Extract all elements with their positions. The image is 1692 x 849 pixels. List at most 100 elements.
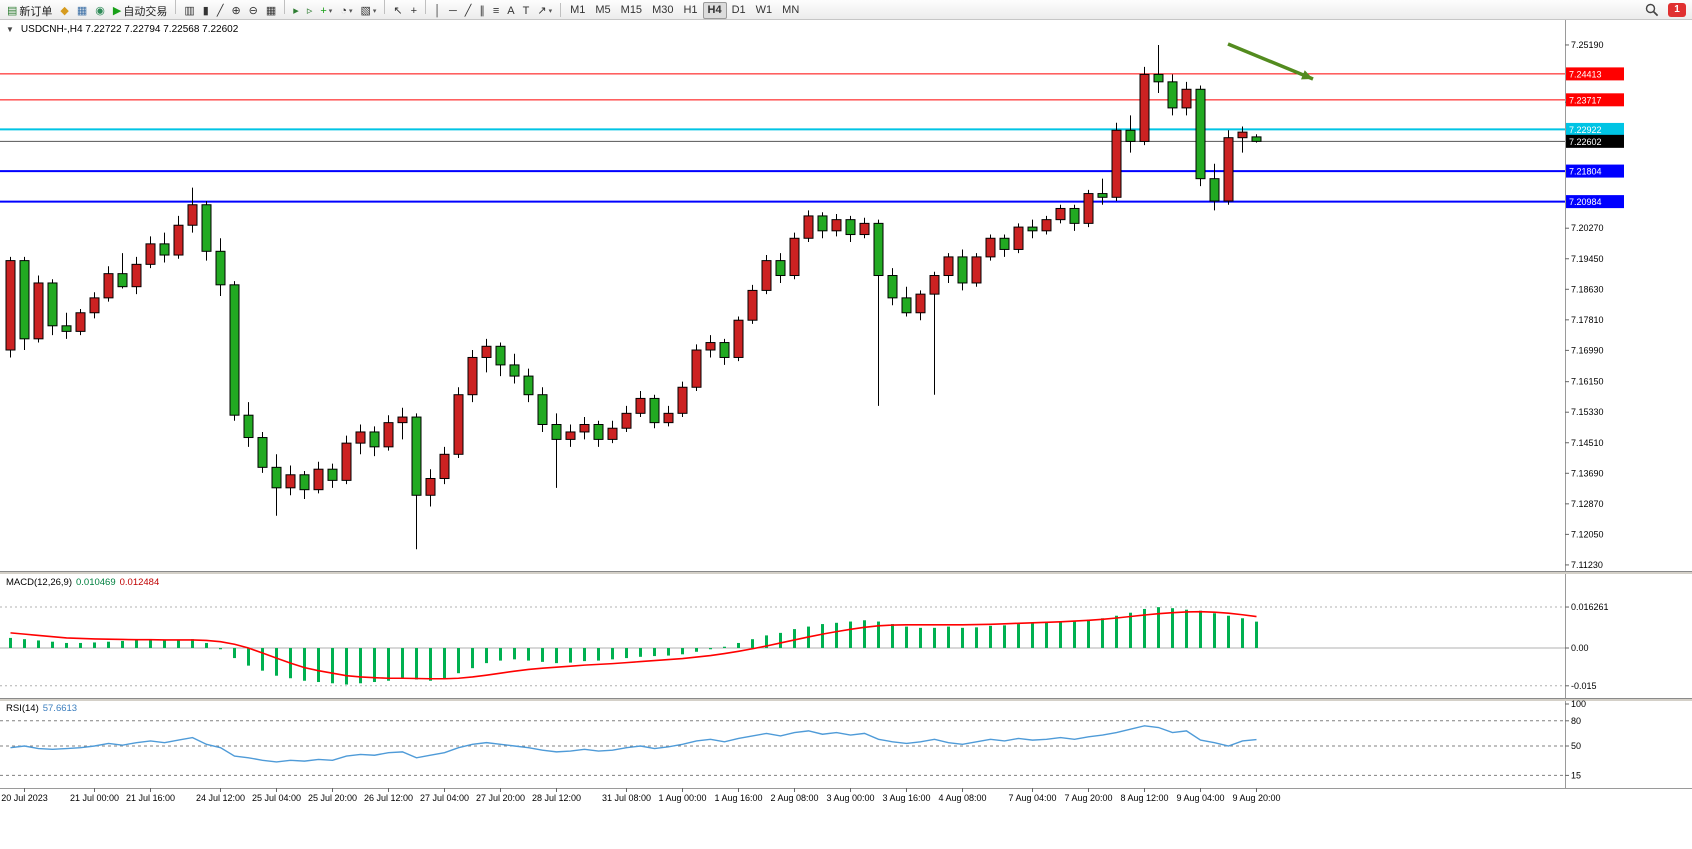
new-order-icon: ▤ — [7, 4, 18, 17]
svg-text:28 Jul 12:00: 28 Jul 12:00 — [532, 793, 581, 803]
periods-icon: ◔ — [340, 4, 347, 17]
indicators-button[interactable]: + ▾ — [316, 3, 336, 20]
svg-text:7 Aug 20:00: 7 Aug 20:00 — [1064, 793, 1112, 803]
auto-scroll-icon: ▸ — [293, 4, 299, 17]
svg-text:-0.015: -0.015 — [1571, 681, 1597, 691]
timeframe-d1-button[interactable]: D1 — [727, 2, 751, 19]
market-watch-button[interactable]: ▦ — [73, 3, 91, 20]
time-axis[interactable]: 20 Jul 2023 21 Jul 00:00 21 Jul 16:00 24 Ju… — [1, 788, 1281, 803]
timeframe-m30-button[interactable]: M30 — [647, 2, 678, 19]
svg-text:3 Aug 00:00: 3 Aug 00:00 — [826, 793, 874, 803]
tile-windows-button[interactable]: ▦ — [262, 3, 280, 20]
crosshair-button[interactable]: + — [407, 3, 421, 20]
market-watch-icon: ▦ — [76, 4, 88, 17]
timeframe-mn-button[interactable]: MN — [777, 2, 804, 19]
bar-chart-button[interactable]: ▥ — [180, 3, 198, 20]
cursor-button[interactable]: ↖ — [389, 3, 406, 20]
new-order-button-label: 新订单 — [19, 6, 53, 18]
toolbar-separator — [425, 0, 427, 14]
refresh-button[interactable]: ◉ — [91, 3, 109, 20]
svg-text:80: 80 — [1571, 716, 1581, 726]
svg-text:27 Jul 20:00: 27 Jul 20:00 — [476, 793, 525, 803]
vertical-line-button[interactable]: │ — [430, 3, 445, 20]
toolbar-separator — [384, 0, 386, 14]
price-lines[interactable] — [0, 73, 1565, 203]
text-label-button[interactable]: T — [519, 3, 534, 20]
svg-text:7.21804: 7.21804 — [1569, 167, 1602, 177]
chart-shift-button[interactable]: ▹ — [303, 3, 317, 20]
svg-text:7.20270: 7.20270 — [1571, 223, 1604, 233]
macd-main-value: 0.010469 — [76, 577, 116, 588]
price-axis[interactable]: 7.251907.236507.202707.194507.186307.178… — [1565, 40, 1624, 570]
metaeditor-button[interactable]: ◆ — [56, 3, 72, 20]
text-button[interactable]: A — [503, 3, 518, 20]
svg-text:4 Aug 08:00: 4 Aug 08:00 — [938, 793, 986, 803]
rsi-indicator-label: RSI(14) 57.6613 — [6, 703, 77, 714]
timeframe-w1-button[interactable]: W1 — [751, 2, 778, 19]
timeframe-h1-button[interactable]: H1 — [678, 2, 702, 19]
svg-text:7.13690: 7.13690 — [1571, 468, 1604, 478]
candlestick-chart-button[interactable]: ▮ — [199, 3, 213, 20]
timeframe-h4-button[interactable]: H4 — [702, 1, 727, 19]
rsi-panel[interactable]: 100 80 50 15 — [0, 699, 1586, 780]
horizontal-line-button[interactable]: ─ — [445, 3, 461, 20]
trendline-button[interactable]: ╱ — [461, 3, 476, 20]
svg-text:1 Aug 00:00: 1 Aug 00:00 — [658, 793, 706, 803]
fibonacci-button[interactable]: ≡ — [489, 3, 503, 20]
svg-text:7.18630: 7.18630 — [1571, 284, 1604, 294]
svg-text:20 Jul 2023: 20 Jul 2023 — [1, 793, 48, 803]
svg-text:7.14510: 7.14510 — [1571, 438, 1604, 448]
macd-name: MACD(12,26,9) — [6, 577, 72, 588]
templates-icon: ▧ — [360, 4, 371, 17]
svg-text:50: 50 — [1571, 741, 1581, 751]
svg-text:7.12870: 7.12870 — [1571, 499, 1604, 509]
svg-text:7.15330: 7.15330 — [1571, 407, 1604, 417]
templates-button[interactable]: ▧ ▾ — [356, 3, 380, 20]
text-icon: A — [507, 4, 515, 17]
autotrading-button[interactable]: ▶ 自动交易 — [109, 3, 171, 20]
toolbar-buttons: ▤ 新订单 ◆ ▦ ◉ ▶ 自动交易 ▥ ▮ ╱ ⊕ ⊖ ▦ ▸ ▹ + ▾ ◔ ▾ ▧ ▾ ↖ + │ ─ ╱ ∥ ≡ A T ↗ ▾ — [3, 0, 556, 20]
channel-icon: ∥ — [479, 4, 485, 17]
rsi-name: RSI(14) — [6, 703, 39, 714]
svg-text:7.22922: 7.22922 — [1569, 125, 1602, 135]
line-chart-button[interactable]: ╱ — [213, 3, 228, 20]
auto-scroll-button[interactable]: ▸ — [289, 3, 303, 20]
notification-badge[interactable]: 1 — [1668, 2, 1686, 17]
svg-text:21 Jul 00:00: 21 Jul 00:00 — [70, 793, 119, 803]
svg-text:21 Jul 16:00: 21 Jul 16:00 — [126, 793, 175, 803]
search-button[interactable] — [1641, 1, 1663, 18]
text-label-icon: T — [522, 4, 530, 17]
zoom-in-button[interactable]: ⊕ — [227, 3, 244, 20]
svg-text:31 Jul 08:00: 31 Jul 08:00 — [602, 793, 651, 803]
timeframe-m1-button[interactable]: M1 — [565, 2, 590, 19]
timeframe-m5-button[interactable]: M5 — [590, 2, 615, 19]
caret-down-icon: ▾ — [328, 8, 333, 15]
rsi-value: 57.6613 — [42, 703, 78, 714]
macd-panel[interactable]: 0.016261 0.00 -0.015 — [0, 602, 1609, 691]
metaeditor-icon: ◆ — [60, 4, 69, 17]
search-icon — [1645, 3, 1659, 16]
svg-text:0.00: 0.00 — [1571, 643, 1589, 653]
trendline-icon: ╱ — [464, 4, 472, 17]
autotrading-icon: ▶ — [112, 4, 122, 17]
svg-text:7 Aug 04:00: 7 Aug 04:00 — [1008, 793, 1056, 803]
one-click-collapse-icon[interactable]: ▼ — [6, 25, 14, 34]
svg-text:25 Jul 04:00: 25 Jul 04:00 — [252, 793, 301, 803]
timeframe-buttons: M1 M5 M15 M30 H1 H4 D1 W1 MN — [565, 0, 804, 19]
caret-down-icon: ▾ — [348, 8, 353, 15]
chart-shift-icon: ▹ — [306, 4, 313, 17]
svg-text:7.19450: 7.19450 — [1571, 254, 1604, 264]
svg-text:9 Aug 04:00: 9 Aug 04:00 — [1176, 793, 1224, 803]
zoom-out-button[interactable]: ⊖ — [245, 3, 262, 20]
periods-button[interactable]: ◔ ▾ — [336, 3, 356, 20]
svg-text:8 Aug 12:00: 8 Aug 12:00 — [1120, 793, 1168, 803]
trend-arrow-annotation[interactable] — [1227, 42, 1314, 81]
zoom-in-icon: ⊕ — [231, 4, 241, 17]
symbol-period-label: USDCNH-,H4 — [20, 24, 83, 35]
channel-button[interactable]: ∥ — [475, 3, 489, 20]
new-order-button[interactable]: ▤ 新订单 — [3, 3, 56, 20]
candles — [5, 44, 1262, 550]
arrows-button[interactable]: ↗ ▾ — [533, 3, 556, 20]
timeframe-m15-button[interactable]: M15 — [616, 2, 647, 19]
